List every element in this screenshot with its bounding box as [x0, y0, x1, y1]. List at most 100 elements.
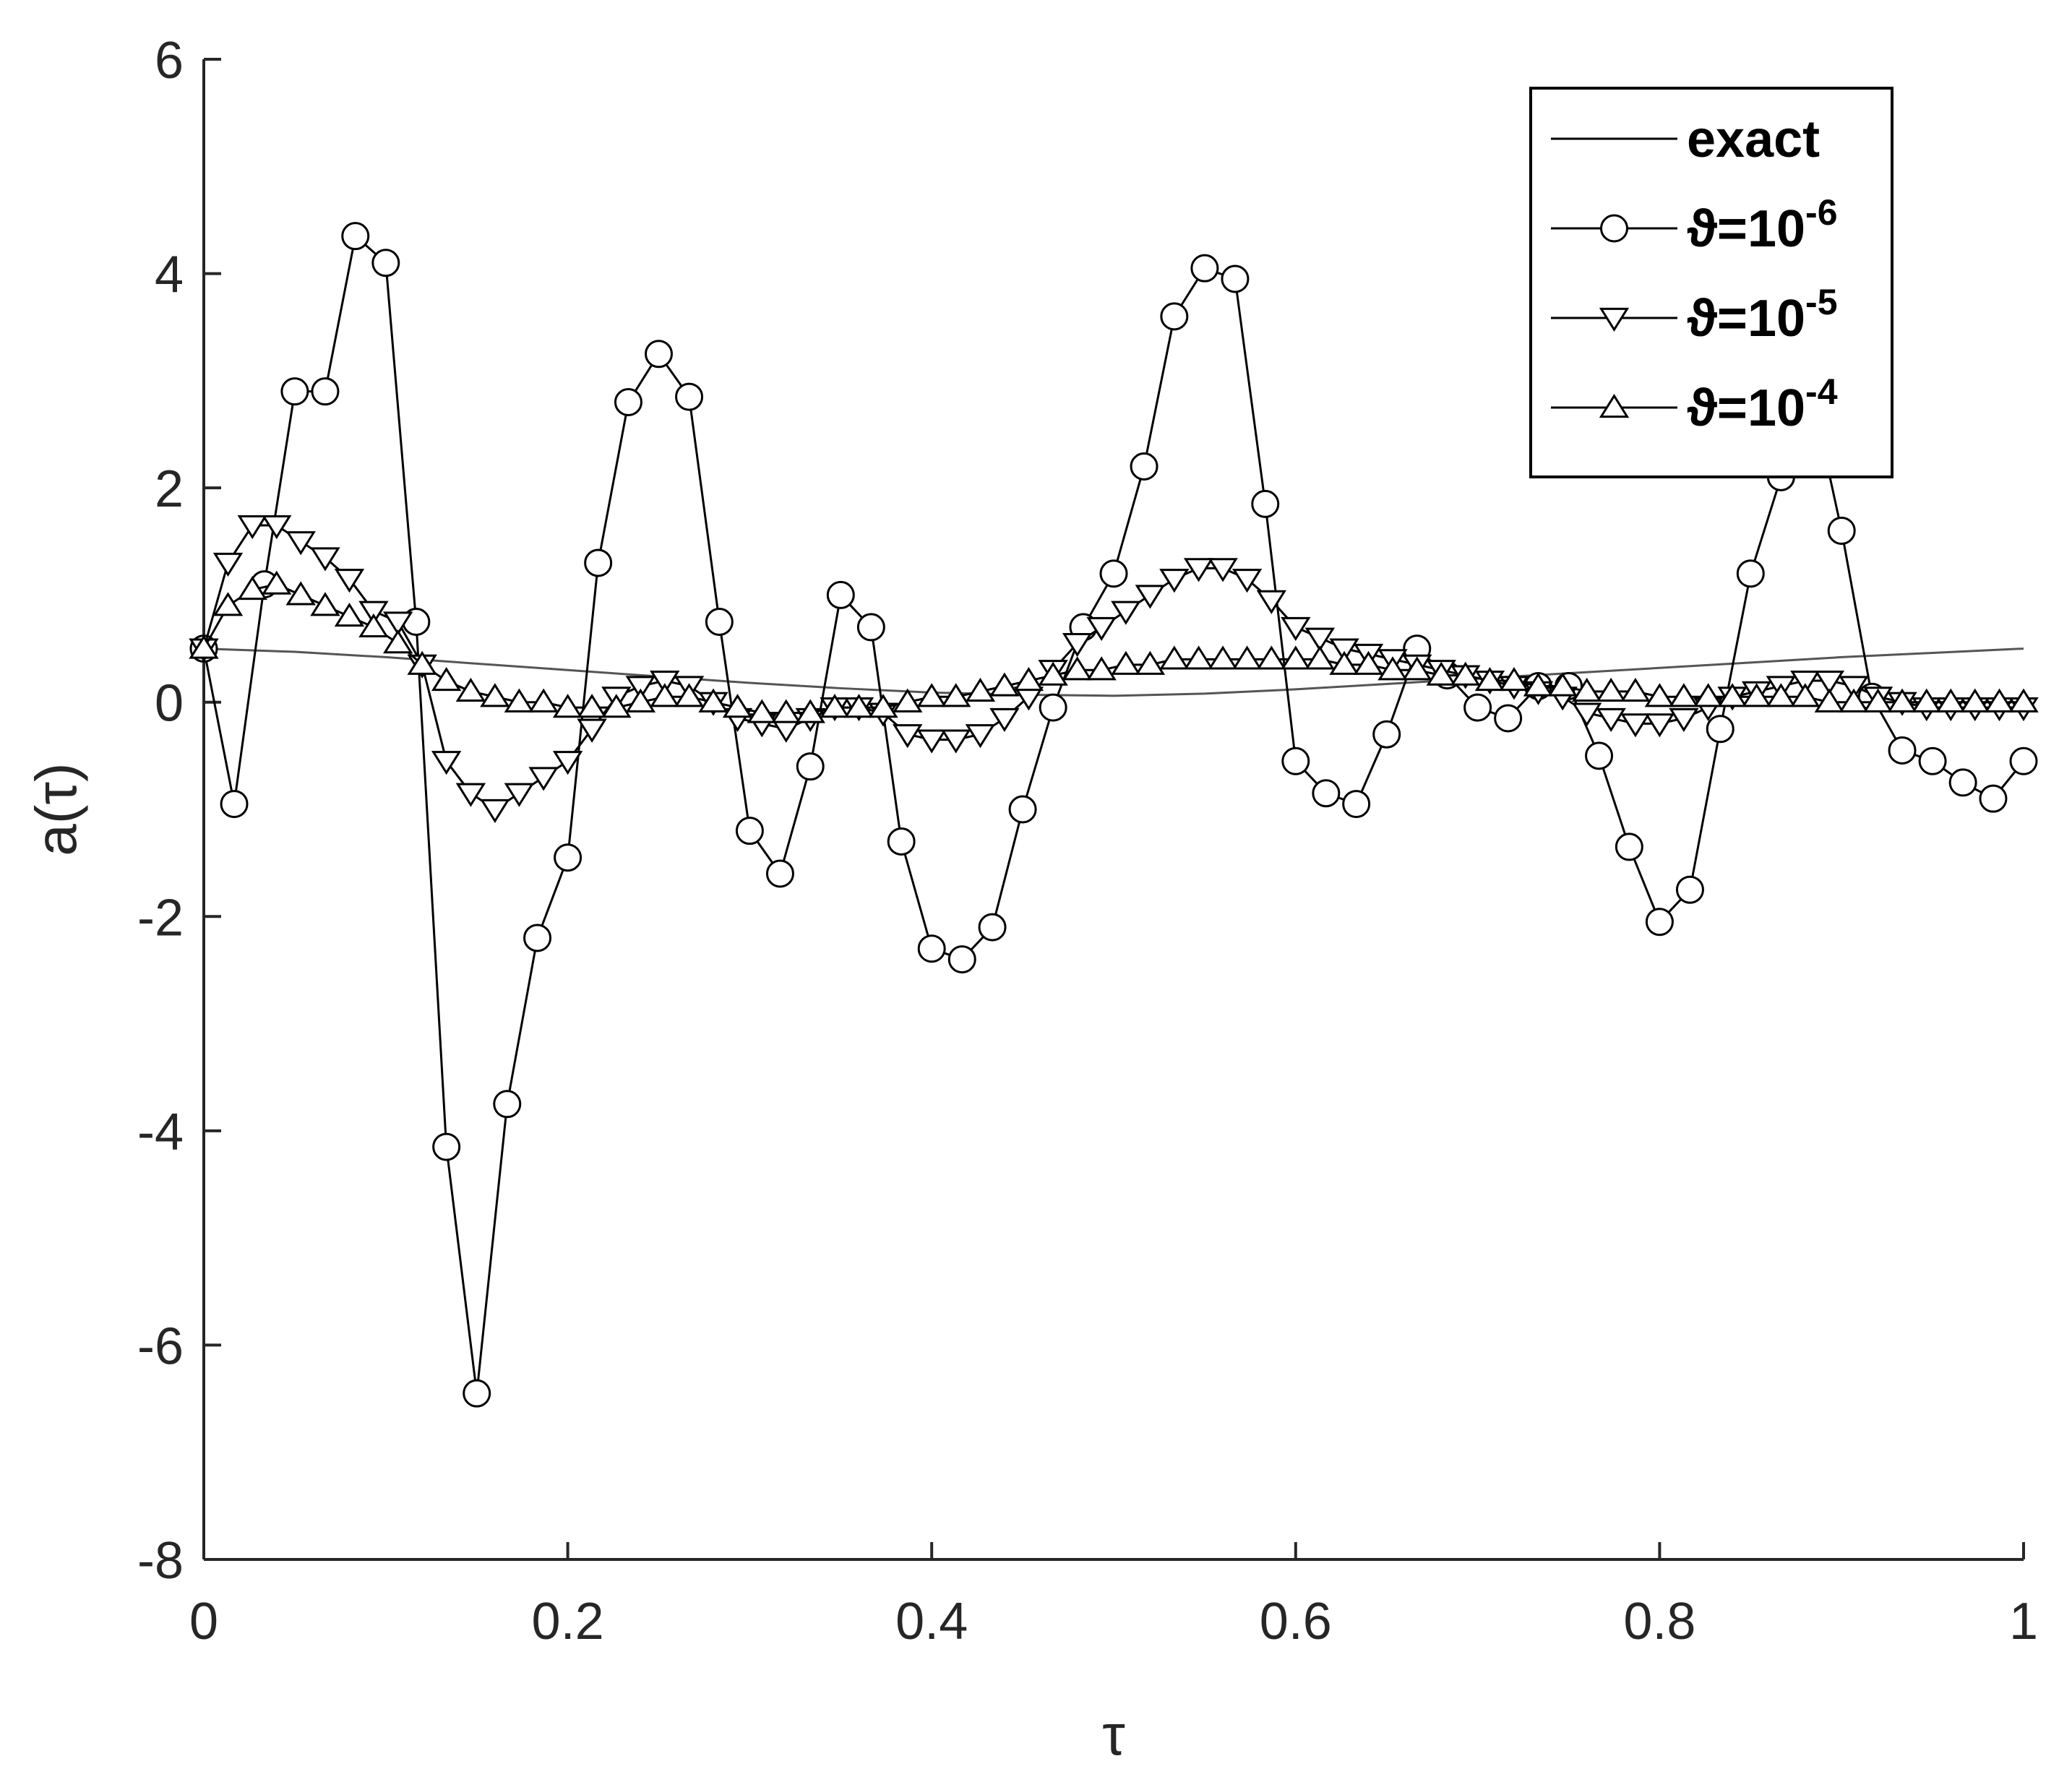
data-point [382, 611, 413, 636]
y-axis-label: a(τ) [24, 762, 88, 856]
data-point [868, 694, 898, 718]
data-point [1130, 452, 1158, 481]
data-point [916, 683, 947, 707]
legend-marker [1600, 214, 1628, 243]
data-point [675, 382, 704, 411]
data-point [528, 688, 559, 713]
data-point [493, 1090, 522, 1119]
data-point [237, 575, 267, 601]
data-point [1644, 713, 1675, 738]
data-point [1231, 569, 1263, 593]
y-tick-label: -6 [137, 1317, 184, 1375]
data-point [358, 601, 389, 625]
data-point [262, 515, 292, 540]
data-point [285, 531, 316, 556]
data-point [334, 569, 365, 593]
data-point [887, 827, 916, 856]
data-point [1038, 661, 1068, 686]
data-point [1251, 489, 1280, 518]
legend-label-exact: exact [1687, 111, 1820, 168]
data-point [1645, 908, 1674, 937]
y-tick-label: 2 [155, 460, 184, 518]
data-point [285, 581, 316, 606]
y-tick-label: 6 [155, 32, 184, 90]
data-point [856, 613, 885, 642]
x-tick-label: 0 [189, 1593, 218, 1650]
legend-box [1529, 87, 1893, 478]
data-point [1159, 645, 1190, 670]
data-point [1256, 590, 1287, 614]
data-point [893, 724, 923, 749]
data-point [1039, 693, 1067, 722]
data-point [577, 718, 607, 743]
data-point [1887, 688, 1917, 713]
data-point [1062, 633, 1093, 658]
data-point [645, 340, 673, 369]
data-point [601, 694, 632, 718]
legend-marker [1599, 307, 1630, 332]
data-point [2008, 688, 2039, 713]
data-point [1620, 713, 1651, 738]
data-point [1814, 670, 1845, 695]
y-tick-label: -4 [137, 1103, 184, 1161]
x-tick-label: 0.6 [1260, 1593, 1332, 1650]
data-point [1008, 795, 1037, 824]
data-point [341, 222, 370, 251]
data-point [1372, 720, 1401, 749]
data-point [311, 377, 340, 406]
data-point [1669, 707, 1699, 732]
data-point [455, 677, 486, 702]
x-tick-label: 0.8 [1623, 1593, 1695, 1650]
data-point [1790, 683, 1820, 707]
data-point [1231, 645, 1263, 670]
data-point [1208, 558, 1238, 582]
data-point [2009, 746, 2038, 775]
data-point [382, 629, 413, 654]
data-point [1736, 559, 1765, 588]
data-point [1086, 656, 1117, 681]
legend-label: ϑ=10-5 [1687, 282, 1838, 348]
data-point [940, 683, 971, 707]
data-point [771, 699, 801, 723]
data-point [523, 924, 552, 952]
data-point [1183, 558, 1214, 582]
data-point [528, 767, 559, 791]
data-point [1281, 746, 1310, 775]
data-point [1159, 569, 1190, 593]
legend-label-exponent: -6 [1805, 192, 1837, 233]
data-point [1669, 683, 1699, 707]
data-point [1675, 875, 1704, 904]
legend-label-base: ϑ=10 [1687, 290, 1805, 348]
legend-label: ϑ=10-6 [1687, 192, 1838, 258]
data-point [431, 751, 462, 775]
legend-label-base: ϑ=10 [1687, 200, 1805, 258]
data-point [584, 548, 613, 577]
data-point [965, 724, 996, 749]
data-point [212, 592, 244, 616]
data-point [1494, 704, 1523, 733]
data-point [1304, 645, 1335, 670]
data-point [1281, 645, 1311, 670]
data-point [965, 677, 996, 702]
data-point [1571, 702, 1602, 727]
data-point [698, 688, 728, 713]
data-point [1111, 650, 1141, 675]
data-point [614, 388, 642, 417]
data-point [1960, 688, 1990, 713]
data-point [1474, 667, 1505, 692]
data-point [989, 707, 1020, 732]
data-point [480, 799, 510, 824]
data-point [334, 603, 365, 627]
data-point [310, 547, 340, 572]
data-point [1644, 683, 1675, 707]
data-point [1620, 677, 1651, 702]
data-point [1312, 779, 1341, 808]
data-point [843, 694, 874, 718]
data-point [1571, 677, 1602, 702]
data-point [795, 699, 825, 723]
data-point [504, 783, 535, 807]
data-point [1062, 656, 1093, 681]
data-point [1839, 676, 1869, 700]
